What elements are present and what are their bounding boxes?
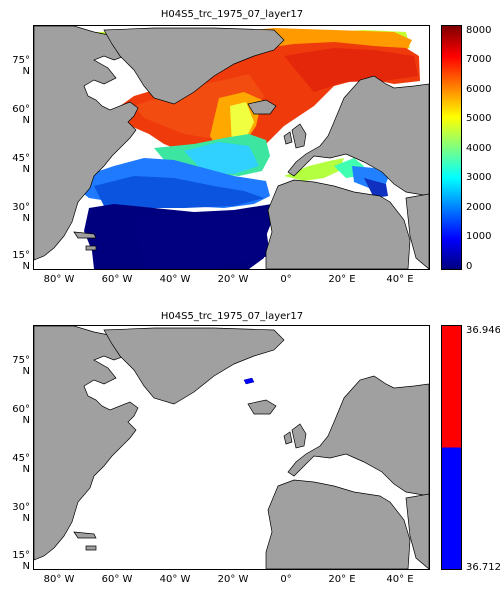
lat-label-15: 15° N [12,250,30,272]
lon-label-20w-b: 20° W [217,574,249,585]
colorbar-label-5000: 5000 [466,113,492,124]
lon-label-0-b: 0° [280,574,292,585]
colorbar-label-0: 0 [466,261,473,272]
lat-label-15-b: 15° N [12,550,30,572]
lat-label-30-b: 30° N [12,502,30,524]
bottom-colorbar [441,325,462,570]
tracer-field [74,28,420,269]
top-map-title: H04S5_trc_1975_07_layer17 [160,9,304,20]
land-masses-bottom [34,326,429,569]
lon-label-20e-b: 20° E [328,574,356,585]
lon-label-40e-b: 40° E [386,574,414,585]
lat-label-75-b: 75° N [12,355,30,377]
lon-label-80w: 80° W [43,274,75,285]
top-map-panel: H04S5_trc_1975_07_layer17 [12,9,492,285]
lon-label-20w: 20° W [217,274,249,285]
colorbar-label-6000: 6000 [466,84,492,95]
colorbar-label-7000: 7000 [466,54,492,65]
colorbar-label-max: 36.946 [466,325,500,336]
lat-label-45-b: 45° N [12,453,30,475]
lon-label-40w-b: 40° W [159,574,191,585]
colorbar-label-1000: 1000 [466,231,492,242]
top-colorbar [441,25,462,270]
lon-label-80w-b: 80° W [43,574,75,585]
colorbar-label-8000: 8000 [466,25,492,36]
colorbar-label-4000: 4000 [466,143,492,154]
bottom-map-area [33,325,430,570]
colorbar-label-2000: 2000 [466,202,492,213]
lat-label-60: 60° N [12,104,30,126]
lon-label-20e: 20° E [328,274,356,285]
tracer-cell [243,377,255,385]
lon-label-40w: 40° W [159,274,191,285]
lon-label-60w-b: 60° W [101,574,133,585]
bottom-map-title: H04S5_trc_1975_07_layer17 [160,311,304,322]
bottom-map-panel: H04S5_trc_1975_07_layer17 75° N 60° N 45… [0,300,500,600]
lon-label-40e: 40° E [386,274,414,285]
top-map-area [33,25,430,270]
lon-label-60w: 60° W [101,274,133,285]
lon-label-0: 0° [280,274,292,285]
lat-label-75: 75° N [12,55,30,77]
land-masses [34,26,429,269]
lat-label-30: 30° N [12,202,30,224]
colorbar-label-min: 36.712 [466,562,500,573]
lat-label-45: 45° N [12,153,30,175]
colorbar-label-3000: 3000 [466,172,492,183]
lat-label-60-b: 60° N [12,404,30,426]
